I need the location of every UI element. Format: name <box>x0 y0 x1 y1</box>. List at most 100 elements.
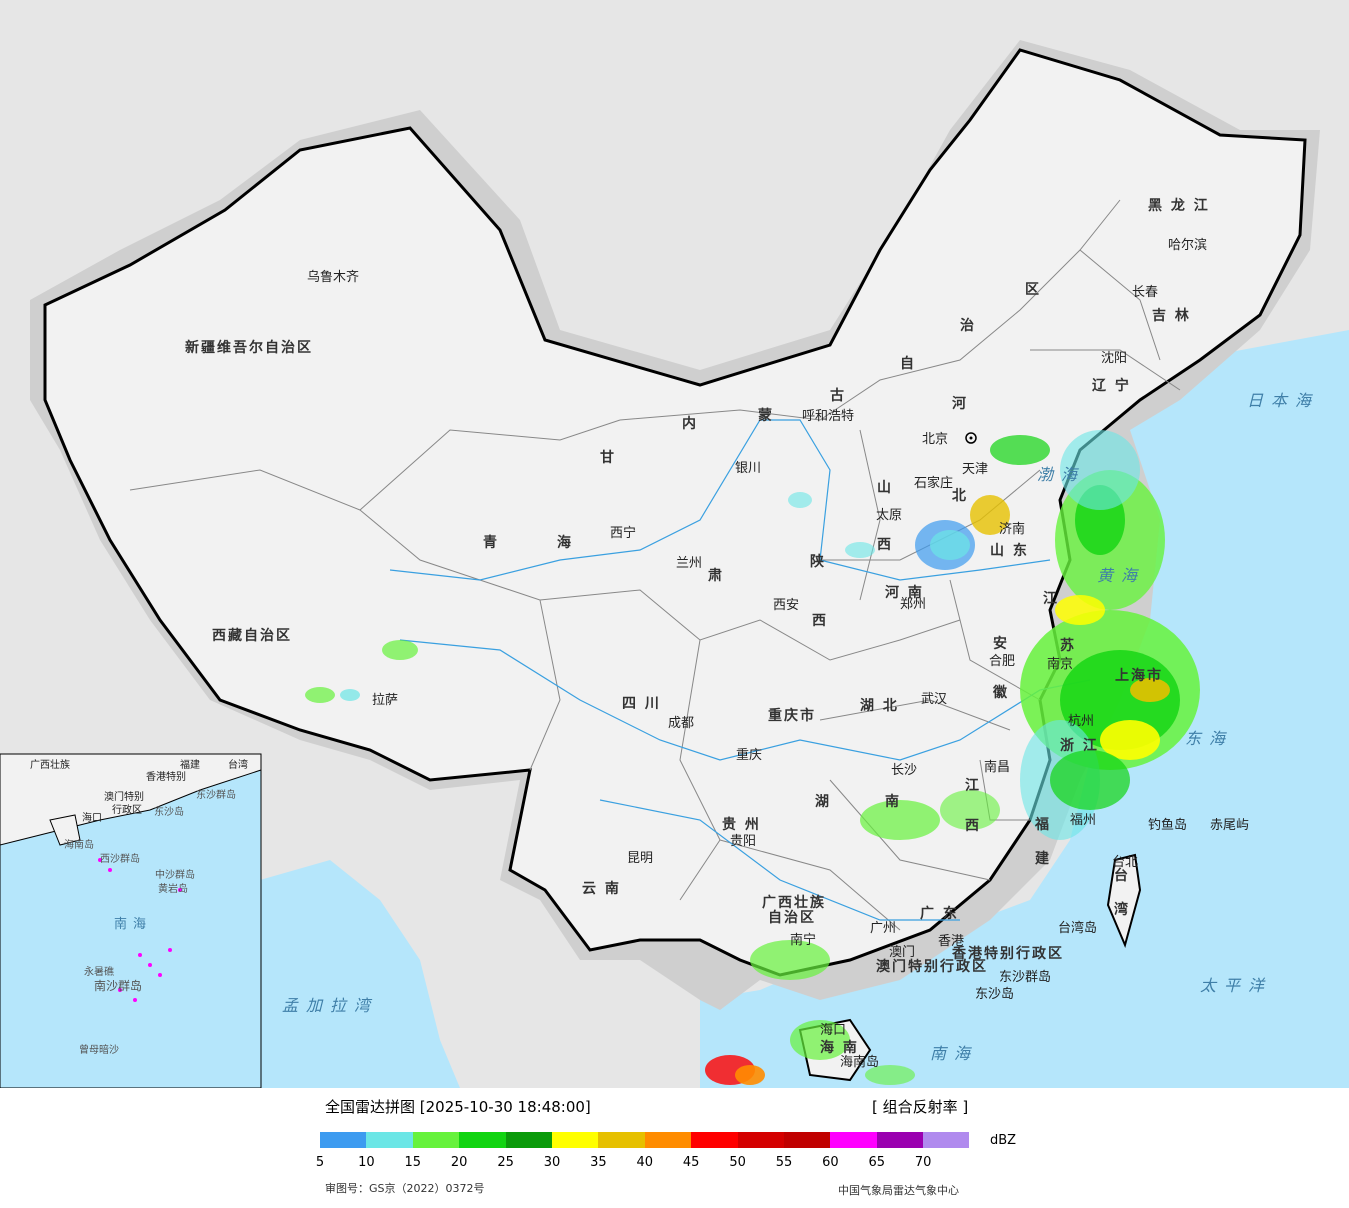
province-label: 广西壮族 <box>762 894 826 911</box>
color-swatch <box>923 1132 970 1148</box>
province-label: 徽 <box>992 684 1009 701</box>
city-labels: 乌鲁木齐 拉萨 西宁 兰州 银川 呼和浩特 北京 天津 石家庄 太原 济南 郑州… <box>307 237 1207 1038</box>
color-swatch <box>876 1132 924 1148</box>
province-label: 区 <box>1025 282 1041 298</box>
inset-label: 香港特别 <box>146 771 186 783</box>
province-label: 山 <box>877 480 893 496</box>
province-label: 海 <box>557 534 573 551</box>
inset-label: 永暑礁 <box>84 965 114 978</box>
island-label: 海南岛 <box>840 1054 879 1070</box>
scale-tick-label: 55 <box>775 1155 793 1170</box>
product-label: [ 组合反射率 ] <box>872 1098 969 1116</box>
color-swatch <box>598 1132 645 1148</box>
city-label: 杭州 <box>1068 714 1094 729</box>
unit-label: dBZ <box>990 1133 1017 1148</box>
inset-label: 澳门特别 <box>104 790 144 803</box>
city-label: 北京 <box>922 432 948 447</box>
color-swatch <box>644 1132 692 1148</box>
province-label: 肃 <box>708 567 724 584</box>
scale-tick-label: 35 <box>590 1155 607 1170</box>
city-label: 石家庄 <box>914 475 953 491</box>
province-label: 蒙 <box>758 407 774 424</box>
color-swatch <box>459 1132 506 1148</box>
city-label: 广州 <box>870 921 896 936</box>
city-label: 成都 <box>668 716 694 731</box>
province-label: 上海市 <box>1115 667 1163 684</box>
province-label: 江 <box>965 777 981 794</box>
city-label: 银川 <box>735 461 761 476</box>
province-label: 自治区 <box>768 909 816 926</box>
province-label: 河 南 <box>885 584 924 601</box>
province-label: 四 川 <box>622 696 661 712</box>
color-swatch <box>691 1132 738 1148</box>
province-label: 南 <box>885 793 901 810</box>
scale-tick-label: 70 <box>914 1155 932 1170</box>
province-label: 西藏自治区 <box>212 627 292 644</box>
inset-label: 广西壮族 <box>30 758 70 771</box>
province-label: 贵 州 <box>722 816 761 833</box>
city-label: 武汉 <box>921 692 947 707</box>
sea-label: 太平洋 <box>1200 976 1272 995</box>
province-label: 台 <box>1114 867 1130 884</box>
province-label: 北 <box>952 488 968 504</box>
inset-label: 曾母暗沙 <box>79 1043 119 1056</box>
city-label: 郑州 <box>900 597 926 612</box>
island-label: 东沙群岛 <box>999 969 1051 985</box>
color-swatch <box>737 1132 784 1148</box>
province-labels: 新疆维吾尔自治区 西藏自治区 青 海 甘 肃 内 蒙 古 自 治 区 黑 龙 江… <box>185 197 1210 1056</box>
city-label: 太原 <box>876 508 902 523</box>
city-label: 南宁 <box>790 932 816 948</box>
province-label: 古 <box>830 387 846 404</box>
sea-label: 孟加拉湾 <box>282 996 378 1015</box>
province-label: 浙 江 <box>1060 737 1099 754</box>
china-landmass <box>43 48 1307 977</box>
island-label: 赤尾屿 <box>1210 818 1249 833</box>
province-label: 重庆市 <box>768 707 816 724</box>
province-label: 云 南 <box>582 880 621 897</box>
color-swatch <box>366 1132 413 1148</box>
scale-tick-label: 30 <box>543 1155 561 1170</box>
agency-label: 中国气象局雷达气象中心 <box>838 1184 959 1197</box>
sea-label: 东海 <box>1185 729 1233 748</box>
city-label: 福州 <box>1070 813 1096 828</box>
inset-label: 中沙群岛 <box>155 868 195 881</box>
province-label: 河 <box>952 395 968 412</box>
province-label: 山 东 <box>990 542 1029 559</box>
province-label: 青 <box>483 534 499 551</box>
province-label: 广 东 <box>920 905 959 922</box>
color-swatch <box>320 1132 367 1148</box>
inset-label: 海南岛 <box>64 838 94 851</box>
city-label: 呼和浩特 <box>802 409 854 424</box>
inset-label: 西沙群岛 <box>100 852 140 865</box>
province-label: 海 南 <box>820 1039 859 1056</box>
city-label: 澳门 <box>889 944 915 960</box>
province-label: 内 <box>682 415 698 432</box>
city-label: 济南 <box>999 521 1025 537</box>
province-label: 香港特别行政区 <box>951 945 1064 962</box>
scale-tick-label: 50 <box>729 1155 746 1170</box>
inset-label: 台湾 <box>228 758 248 771</box>
map-title: 全国雷达拼图 [2025-10-30 18:48:00] <box>325 1098 591 1116</box>
province-label: 西 <box>877 537 893 553</box>
sea-label: 南海 <box>930 1044 978 1063</box>
color-swatch <box>551 1132 599 1148</box>
sea-label: 日本海 <box>1247 391 1319 410</box>
province-label: 黑 龙 江 <box>1148 197 1210 214</box>
province-label: 辽 宁 <box>1092 377 1131 394</box>
province-label: 新疆维吾尔自治区 <box>185 339 313 356</box>
city-label: 香港 <box>938 934 964 949</box>
south-china-sea-inset: 广西壮族 福建 台湾 香港特别 澳门特别 行政区 东沙群岛 东沙岛 海口 海南岛… <box>0 753 262 1088</box>
sea-bay-of-bengal <box>260 860 460 1088</box>
taiwan-island <box>1106 853 1142 949</box>
province-label: 建 <box>1035 850 1051 867</box>
province-label: 湾 <box>1114 901 1130 918</box>
city-label: 重庆 <box>736 747 762 763</box>
scale-tick-label: 20 <box>450 1155 468 1170</box>
city-label: 台北 <box>1112 855 1138 870</box>
city-label: 贵阳 <box>730 834 756 849</box>
city-label: 沈阳 <box>1101 351 1127 366</box>
city-label: 昆明 <box>627 851 653 866</box>
color-swatch <box>830 1132 877 1148</box>
beijing-marker-icon <box>965 432 977 444</box>
color-swatch <box>783 1132 831 1148</box>
